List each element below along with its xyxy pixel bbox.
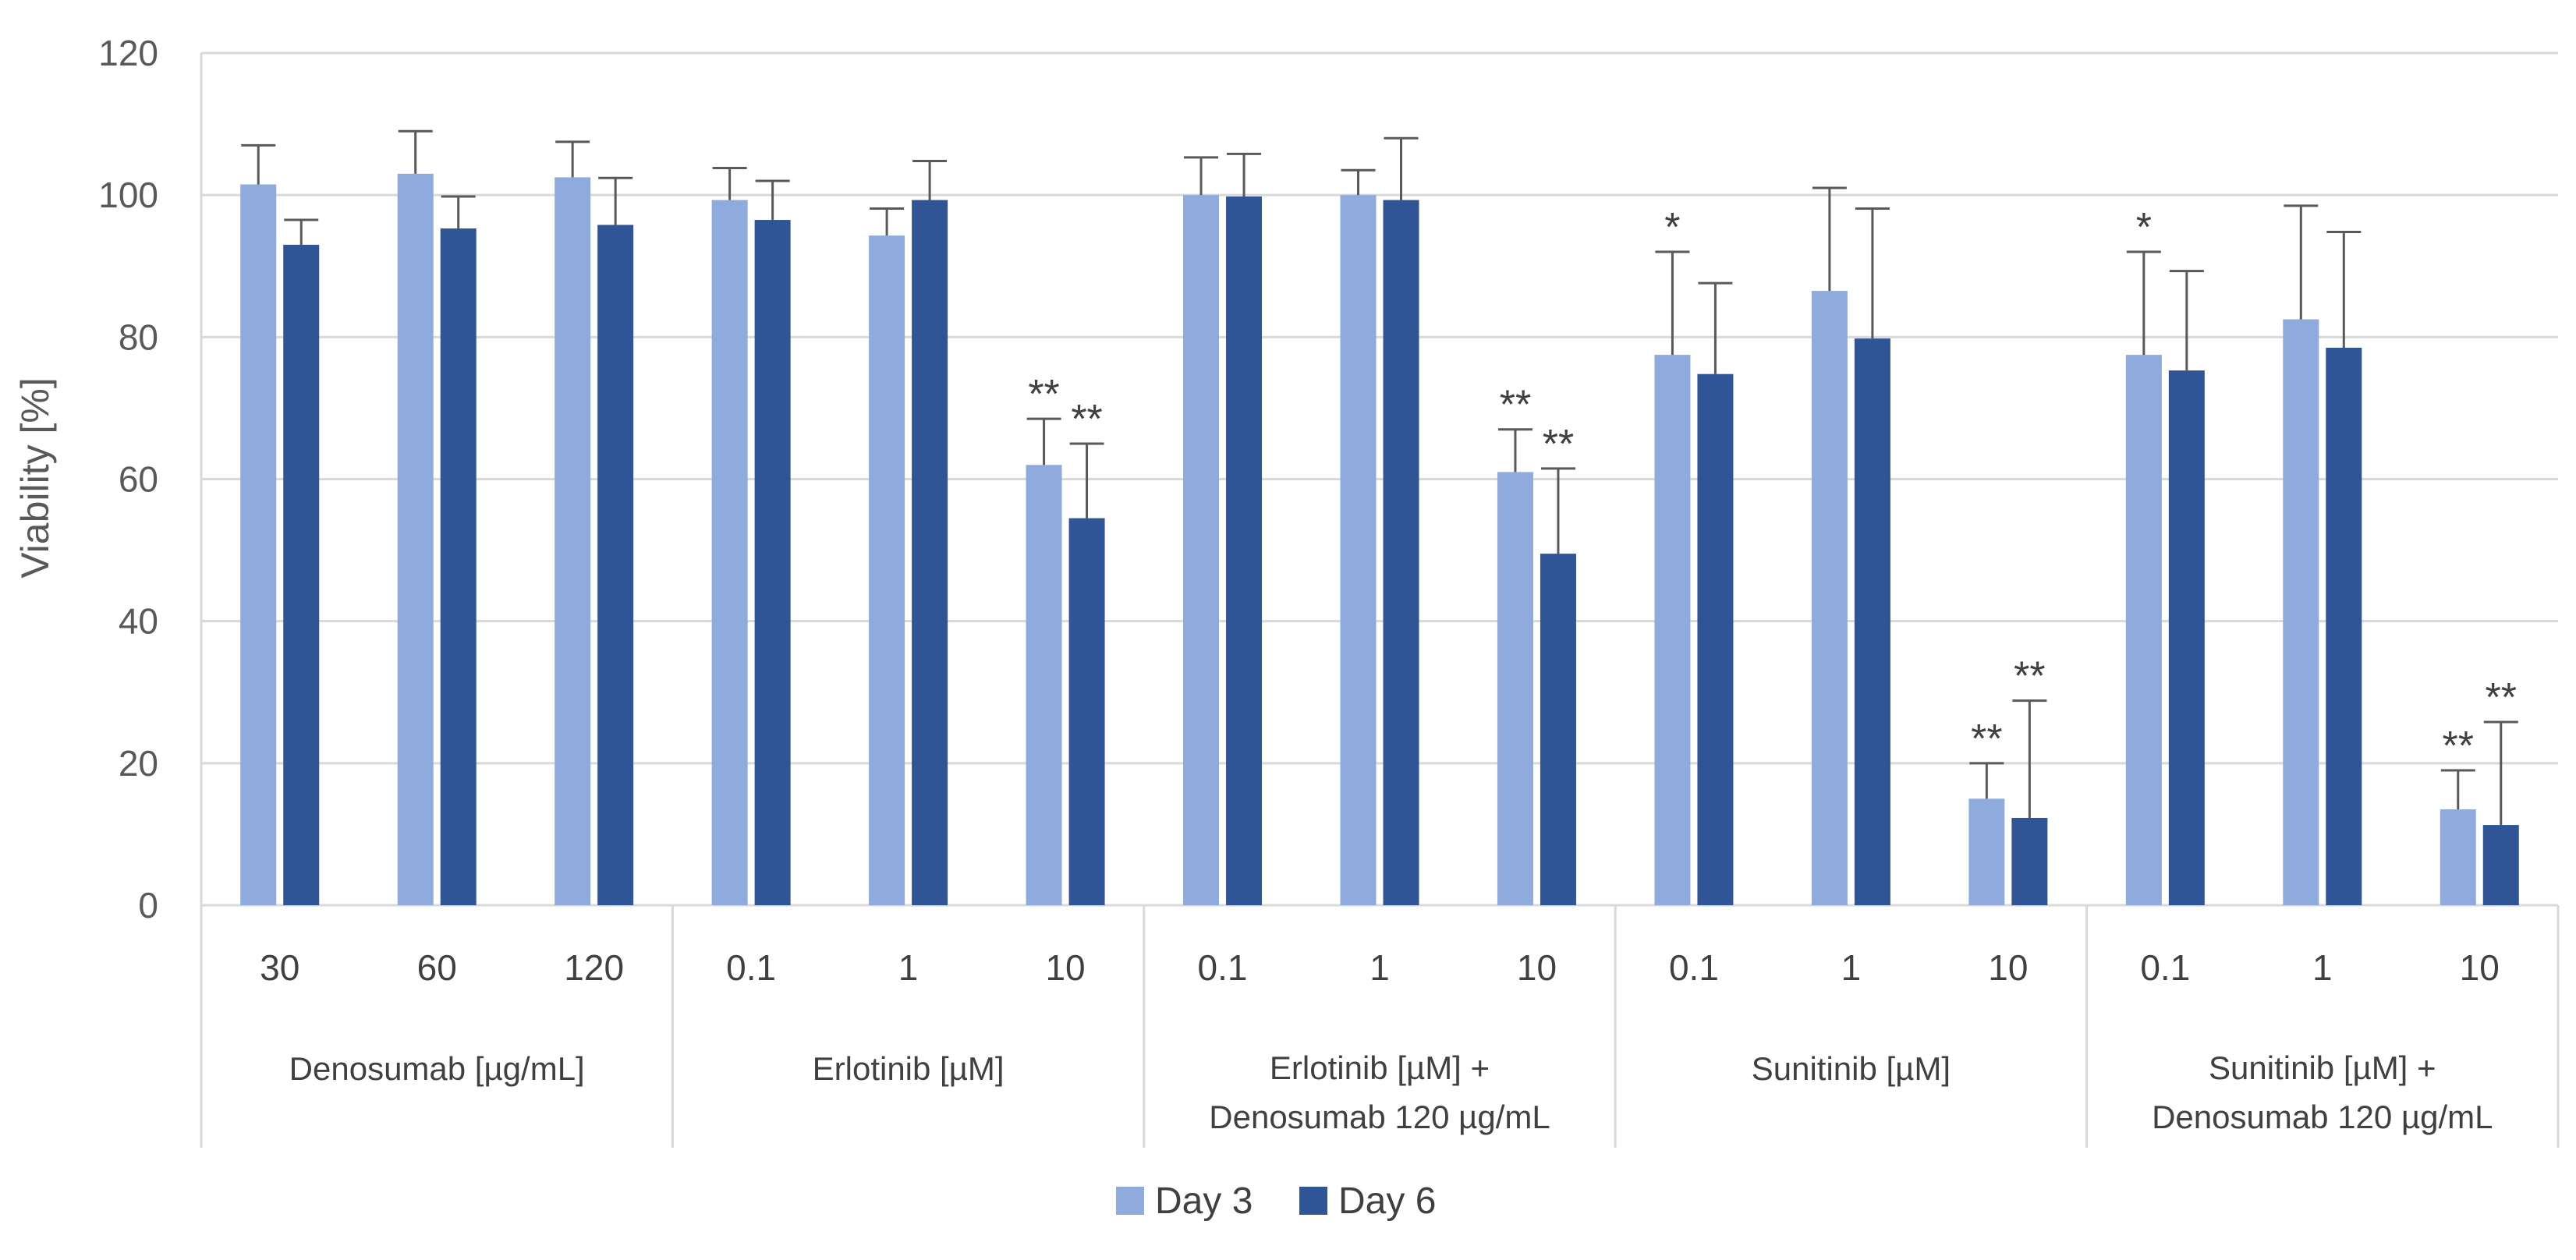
bar-day-3 [1968, 798, 2005, 905]
x-axis: 30 60 120 0.1 1 10 0.1 1 10 0.1 1 10 0.1 1 10 Denosumab… [200, 905, 2560, 1148]
bar-day-6 [1854, 338, 1890, 905]
bar-day-3 [2125, 355, 2162, 906]
bar-day-3 [1340, 195, 1377, 905]
bar-day-3 [2440, 809, 2476, 905]
x-group-label: Denosumab 120 µg/mL [2152, 1099, 2493, 1135]
x-category-label: 1 [898, 947, 919, 988]
x-category-label: 1 [2312, 947, 2333, 988]
bar-day-3 [2283, 319, 2319, 905]
gridlines [200, 51, 2558, 907]
legend: Day 3 Day 6 [1116, 1180, 1436, 1222]
x-category-label: 0.1 [1198, 947, 1248, 988]
bar-day-6 [1226, 196, 1263, 905]
x-group-label: Sunitinib [µM] [1752, 1050, 1951, 1087]
bar-day-6 [2168, 370, 2205, 906]
y-tick-label: 80 [119, 317, 158, 357]
significance-marker: ** [2486, 675, 2517, 720]
bar-day-6 [2482, 825, 2519, 905]
significance-marker: * [2136, 205, 2152, 250]
x-category-label: 120 [564, 947, 624, 988]
bar-day-6 [440, 228, 477, 905]
bar-day-6 [283, 244, 320, 905]
y-tick-label: 60 [119, 459, 158, 500]
x-category-label: 10 [1517, 947, 1557, 988]
legend-swatch-day-6 [1299, 1187, 1327, 1215]
y-axis-title: Viability [%] [13, 377, 57, 579]
bar-day-6 [2326, 347, 2362, 905]
y-tick-label: 20 [119, 743, 158, 784]
significance-marker: ** [1028, 372, 1059, 417]
bar-day-3 [711, 200, 748, 906]
x-group-label: Erlotinib [µM] + [1270, 1049, 1490, 1086]
x-category-label: 10 [2460, 947, 2500, 988]
bar-day-6 [1697, 373, 1734, 905]
y-tick-label: 0 [138, 885, 158, 926]
x-category-label: 1 [1369, 947, 1390, 988]
bar-day-3 [1811, 291, 1848, 906]
y-axis-ticks: 0 20 40 60 80 100 120 [98, 33, 158, 926]
bar-day-6 [1540, 554, 1576, 905]
legend-label: Day 3 [1155, 1180, 1253, 1222]
x-group-label: Erlotinib [µM] [813, 1050, 1005, 1087]
x-category-label: 0.1 [726, 947, 776, 988]
bar-day-3 [1026, 465, 1062, 905]
bar-day-6 [597, 225, 634, 906]
bar-day-3 [1183, 195, 1220, 905]
x-category-label: 60 [417, 947, 457, 988]
x-category-label: 0.1 [1669, 947, 1719, 988]
significance-marker: ** [1500, 383, 1531, 428]
bar-day-3 [397, 173, 434, 905]
bar-day-6 [1068, 518, 1105, 905]
error-bars [241, 129, 2518, 826]
significance-marker: ** [1971, 717, 2002, 762]
bar-day-3 [240, 184, 277, 906]
y-tick-label: 40 [119, 601, 158, 642]
x-group-label: Denosumab 120 µg/mL [1209, 1099, 1550, 1135]
x-group-label: Sunitinib [µM] + [2209, 1049, 2436, 1086]
bar-day-3 [555, 177, 591, 906]
y-tick-label: 120 [98, 33, 158, 73]
bar-day-6 [754, 220, 791, 905]
x-category-label: 10 [1045, 947, 1085, 988]
significance-marker: ** [1071, 397, 1102, 442]
x-category-label: 10 [1988, 947, 2028, 988]
legend-label: Day 6 [1338, 1180, 1436, 1222]
bar-day-6 [912, 200, 948, 906]
bar-day-3 [869, 235, 905, 905]
x-category-label: 0.1 [2140, 947, 2190, 988]
significance-marker: * [1664, 205, 1680, 250]
x-category-label: 30 [260, 947, 299, 988]
bar-day-6 [2011, 817, 2048, 905]
bar-day-6 [1383, 200, 1419, 906]
bars [240, 173, 2519, 906]
x-category-label: 1 [1841, 947, 1862, 988]
significance-marker: ** [2443, 724, 2474, 769]
bar-day-3 [1654, 355, 1691, 906]
significance-marker: ** [2014, 654, 2045, 699]
legend-swatch-day-3 [1116, 1187, 1144, 1215]
significance-markers: **** ************** [1028, 205, 2517, 769]
bar-day-3 [1497, 472, 1533, 905]
y-tick-label: 100 [98, 175, 158, 215]
x-group-label: Denosumab [µg/mL] [289, 1050, 585, 1087]
significance-marker: ** [1543, 422, 1574, 467]
